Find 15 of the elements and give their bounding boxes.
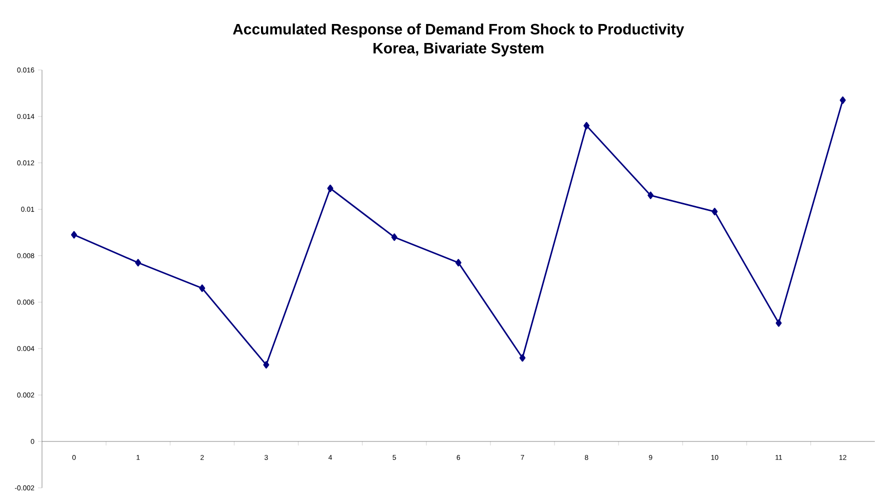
point (135, 258, 142, 266)
point (263, 361, 270, 369)
point (327, 184, 334, 192)
chart-subtitle: Korea, Bivariate System (374, 42, 544, 57)
point (519, 354, 526, 362)
point (71, 231, 78, 239)
chart-title: Accumulated Response of Demand From Shock to Productivity (232, 24, 684, 38)
point (648, 192, 654, 200)
point (584, 122, 590, 130)
point (455, 258, 462, 266)
point (776, 319, 782, 327)
point (840, 96, 846, 104)
point (391, 233, 398, 241)
point (199, 284, 206, 292)
point (712, 208, 718, 216)
